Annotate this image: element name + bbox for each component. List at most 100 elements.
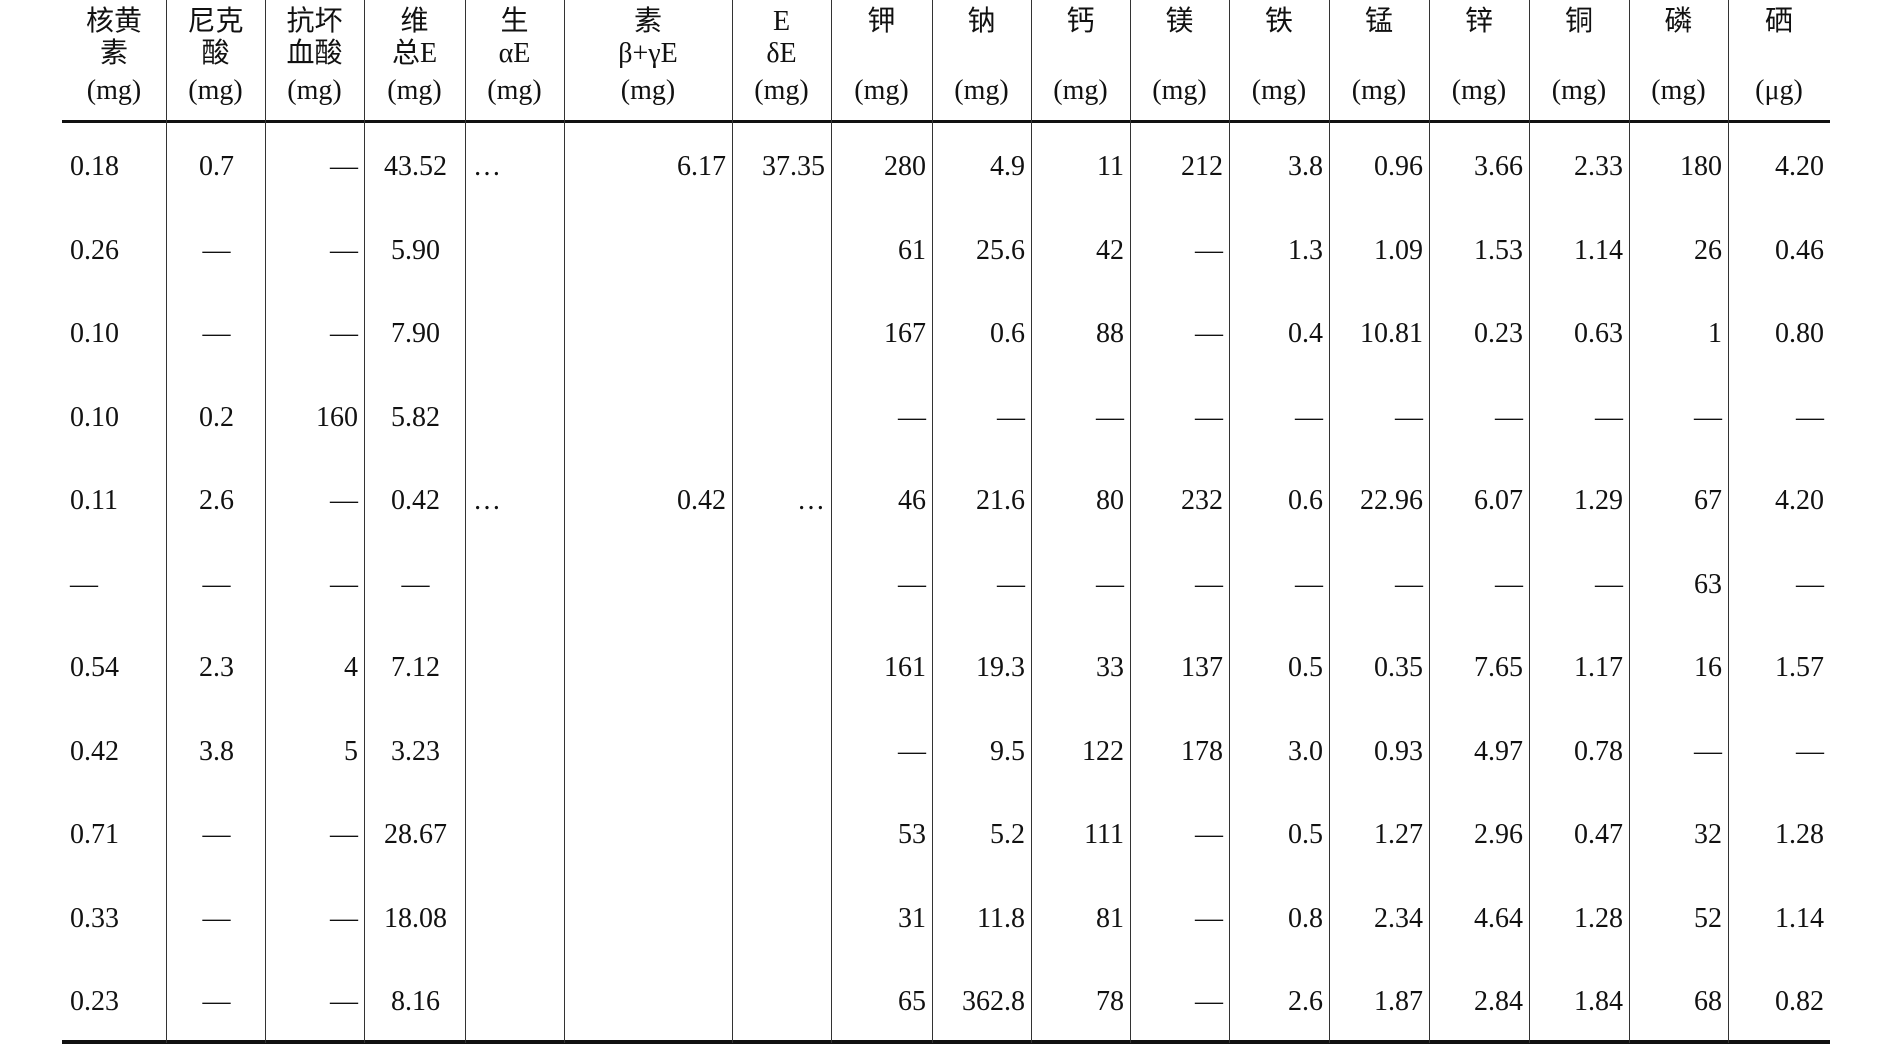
table-cell: 11.8 <box>977 902 1025 934</box>
table-cell: 3.23 <box>391 735 440 767</box>
table-cell: 2.34 <box>1374 902 1423 934</box>
table-cell: — <box>1495 568 1523 600</box>
column-rule <box>732 0 733 1043</box>
table-cell: 212 <box>1181 151 1223 182</box>
table-cell: — <box>898 568 926 600</box>
header-text: 钙 <box>1066 6 1095 37</box>
table-cell: — <box>1694 401 1722 433</box>
table-cell: — <box>70 568 98 600</box>
table-cell: 178 <box>1181 735 1223 767</box>
table-cell: 137 <box>1181 652 1223 683</box>
column-rule <box>1031 0 1032 1043</box>
table-cell: 3.0 <box>1288 735 1323 767</box>
table-cell: 32 <box>1694 819 1722 850</box>
header-text: (mg) <box>754 75 809 106</box>
table-cell: 1.87 <box>1374 986 1423 1017</box>
header-text: 血酸 <box>286 38 343 69</box>
table-cell: — <box>1195 986 1223 1017</box>
header-text: 磷 <box>1664 6 1693 37</box>
table-cell: 0.8 <box>1288 902 1323 934</box>
column-rule <box>831 0 832 1043</box>
table-cell: — <box>202 902 231 934</box>
table-cell: — <box>898 735 926 767</box>
header-text: (mg) <box>86 75 142 106</box>
table-cell: 22.96 <box>1360 485 1423 516</box>
table-cell: 0.93 <box>1374 735 1423 767</box>
table-cell: 80 <box>1096 485 1124 516</box>
table-cell: 5.90 <box>391 234 440 266</box>
header-text: (mg) <box>1351 75 1407 106</box>
header-text: (mg) <box>1053 75 1108 106</box>
table-cell: 25.6 <box>976 234 1025 266</box>
table-cell: 160 <box>316 401 358 433</box>
table-cell: 280 <box>884 151 926 182</box>
header-text: 尼克 <box>187 6 244 37</box>
bottom-rule <box>62 1040 1830 1044</box>
table-cell: — <box>330 819 358 850</box>
table-cell: 5 <box>344 735 358 767</box>
header-text: 铜 <box>1564 6 1593 37</box>
table-cell: 0.33 <box>70 902 119 934</box>
table-cell: 31 <box>898 902 926 934</box>
table-cell: 0.46 <box>1775 234 1824 266</box>
table-cell: 19.3 <box>976 652 1025 683</box>
table-cell: — <box>330 234 358 266</box>
table-cell: 88 <box>1096 318 1124 349</box>
header-text: (mg) <box>1251 75 1307 106</box>
column-rule <box>1130 0 1131 1043</box>
table-cell: 43.52 <box>384 151 447 182</box>
table-cell: 2.6 <box>199 485 234 516</box>
column-rule <box>1229 0 1230 1043</box>
table-cell: — <box>202 318 231 349</box>
table-cell: … <box>473 485 501 516</box>
table-cell: 37.35 <box>762 151 825 182</box>
table-cell: 0.18 <box>70 151 119 182</box>
table-cell: 0.5 <box>1288 819 1323 850</box>
header-text: 钠 <box>967 6 996 37</box>
table-cell: — <box>1195 318 1223 349</box>
column-rule <box>1329 0 1330 1043</box>
table-cell: — <box>1195 819 1223 850</box>
table-cell: 4 <box>344 652 358 683</box>
table-cell: 42 <box>1096 234 1124 266</box>
table-cell: 0.82 <box>1775 986 1824 1017</box>
table-cell: — <box>1694 735 1722 767</box>
table-cell: 68 <box>1694 986 1722 1017</box>
header-text: E <box>772 6 791 37</box>
table-cell: 7.12 <box>391 652 440 683</box>
table-cell: 0.42 <box>391 485 440 516</box>
table-cell: 46 <box>898 485 926 516</box>
table-cell: 1.84 <box>1574 986 1623 1017</box>
table-cell: 4.20 <box>1775 151 1824 182</box>
table-cell: — <box>330 986 358 1017</box>
table-cell: 53 <box>898 819 926 850</box>
table-cell: — <box>401 568 430 600</box>
table-cell: 1.17 <box>1574 652 1623 683</box>
table-cell: 0.63 <box>1574 318 1623 349</box>
column-rule <box>1728 0 1729 1043</box>
table-cell: 1.28 <box>1574 902 1623 934</box>
table-cell: — <box>898 401 926 433</box>
table-cell: 65 <box>898 986 926 1017</box>
header-text: 镁 <box>1165 6 1194 37</box>
table-cell: 6.07 <box>1474 485 1523 516</box>
header-text: (mg) <box>954 75 1009 106</box>
header-text: 素 <box>633 6 662 37</box>
column-rule <box>265 0 266 1043</box>
table-cell: — <box>997 568 1025 600</box>
table-cell: — <box>1495 401 1523 433</box>
table-cell: 33 <box>1096 652 1124 683</box>
table-cell: 7.65 <box>1474 652 1523 683</box>
table-cell: 78 <box>1096 986 1124 1017</box>
column-rule <box>166 0 167 1043</box>
header-text: 维 <box>400 6 429 37</box>
table-cell: 1.3 <box>1288 234 1323 266</box>
table-cell: — <box>330 568 358 600</box>
header-text: (mg) <box>387 75 442 106</box>
table-cell: 0.42 <box>677 485 726 516</box>
table-cell: — <box>202 234 231 266</box>
header-text: (mg) <box>854 75 909 106</box>
table-cell: — <box>330 318 358 349</box>
table-cell: 1.09 <box>1374 234 1423 266</box>
table-cell: 16 <box>1694 652 1722 683</box>
